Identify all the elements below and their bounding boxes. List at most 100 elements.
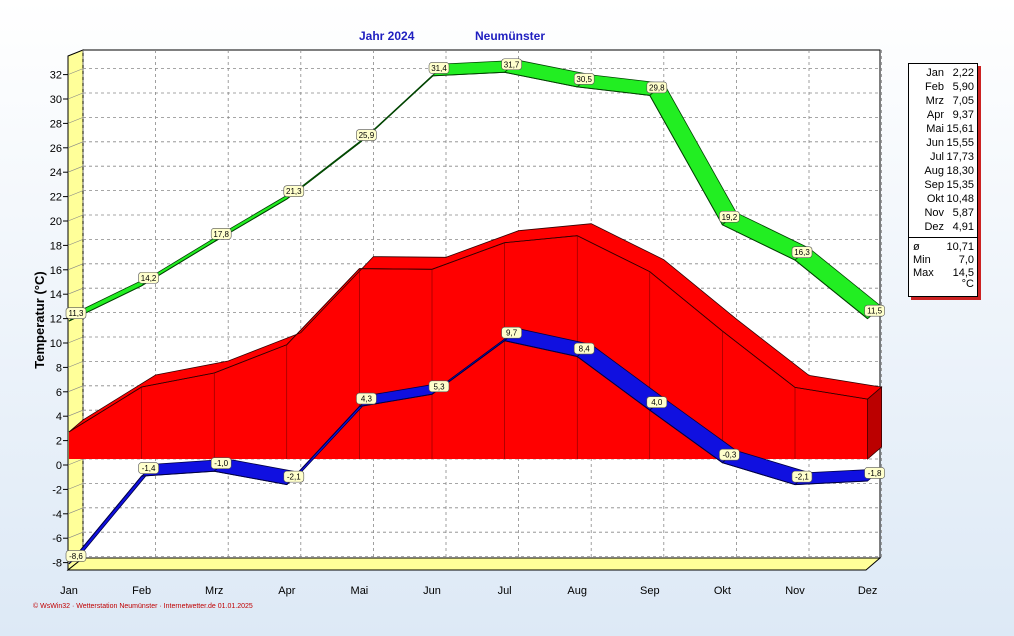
legend-stat-row: ø 10,71	[909, 241, 977, 255]
y-tick-label: -4	[52, 509, 62, 521]
y-tick-label: 28	[50, 118, 62, 130]
min-label-box	[646, 396, 668, 409]
legend-stat-row: Max 14,5	[909, 267, 977, 281]
mean-area-side	[867, 386, 882, 460]
legend-row: Jun 15,55	[909, 137, 977, 151]
legend-month: Mrz	[925, 95, 944, 107]
y-tick-label: -8	[52, 558, 62, 570]
min-band-series	[68, 328, 883, 565]
min-label-box	[501, 326, 522, 339]
max-label: 31,7	[504, 60, 520, 69]
min-label-box	[428, 380, 450, 393]
min-label-box	[719, 448, 740, 461]
x-tick-label: Sep	[640, 585, 660, 597]
min-label: 9,7	[506, 329, 518, 338]
max-label-box	[791, 246, 813, 258]
y-tick-label: 0	[56, 460, 62, 472]
min-label: -1,8	[868, 469, 882, 478]
legend-value: 15,61	[946, 123, 974, 135]
grid-line-wall	[67, 239, 84, 246]
legend-row: Apr 9,37	[909, 109, 977, 123]
legend-month: Okt	[926, 193, 944, 205]
y-tick-label: 30	[50, 94, 62, 106]
min-label: 4,3	[361, 395, 373, 404]
y-tick-label: -2	[52, 484, 62, 496]
min-label: -0,3	[723, 451, 737, 460]
max-label: 30,5	[576, 75, 592, 84]
legend-value: 15,55	[946, 137, 974, 149]
legend-row: Jan 2,22	[909, 67, 977, 81]
legend-value: 2,22	[952, 67, 974, 79]
min-label-box	[138, 462, 159, 474]
grid-line-wall	[67, 141, 84, 149]
max-label: 19,2	[722, 213, 738, 222]
footer-credit: © WsWin32 · Wetterstation Neumünster · I…	[33, 602, 253, 610]
grid-line-wall	[67, 483, 84, 490]
max-label-box	[138, 271, 159, 284]
legend-value: 5,87	[952, 207, 974, 219]
max-label-box	[283, 185, 305, 197]
legend-value: 9,37	[952, 109, 974, 121]
legend-value: 7,05	[952, 95, 974, 107]
mean-area-edge	[68, 235, 868, 433]
x-tick-label: Mrz	[205, 585, 223, 597]
legend-month: Feb	[925, 81, 944, 93]
y-tick-label: 4	[56, 411, 62, 423]
grid-line-wall	[67, 68, 84, 75]
grid-line-wall	[67, 287, 84, 295]
legend-unit: °C	[961, 278, 974, 290]
grid-line-wall	[67, 361, 84, 368]
max-label-box	[719, 210, 740, 223]
legend-row: Feb 5,90	[909, 81, 977, 95]
chart-title-station: Neumünster	[475, 29, 545, 43]
grid-line-wall	[67, 190, 84, 197]
legend-row: Aug 18,30	[909, 165, 977, 179]
legend-month: Apr	[926, 109, 944, 121]
max-label: 21,3	[286, 187, 302, 196]
legend-row: Mai 15,61	[909, 123, 977, 137]
legend-stat-row: Min 7,0	[909, 254, 977, 268]
legend-stat-value: 10,71	[946, 241, 974, 253]
y-tick-label: 14	[50, 289, 62, 301]
y-axis-label: Temperatur (°C)	[32, 271, 47, 368]
y-tick-label: 16	[50, 265, 62, 277]
min-label-box	[210, 457, 232, 470]
legend-month: Jul	[929, 151, 944, 163]
max-label-box	[646, 81, 668, 94]
grid-line-wall	[67, 336, 84, 344]
y-tick-label: 2	[56, 436, 62, 448]
min-label-box	[356, 392, 377, 405]
grid-line-wall	[67, 385, 84, 393]
legend-value: 15,35	[946, 179, 974, 191]
grid-line-wall	[67, 165, 84, 173]
x-tick-label: Aug	[567, 585, 587, 597]
legend-row: Nov 5,87	[909, 207, 977, 221]
legend-stat-name: ø	[913, 241, 920, 253]
legend-row: Mrz 7,05	[909, 95, 977, 109]
grid-line-wall	[67, 409, 84, 417]
min-label: -2,1	[287, 473, 301, 482]
min-label: -1,4	[142, 464, 156, 473]
legend-month: Sep	[924, 179, 944, 191]
legend-stat-name: Max	[913, 267, 934, 279]
grid-line-wall	[67, 263, 84, 271]
x-tick-label: Feb	[132, 585, 151, 597]
min-label-box	[573, 342, 595, 355]
legend-row: Jul 17,73	[909, 151, 977, 165]
max-band-line	[68, 71, 868, 322]
y-tick-label: 26	[50, 143, 62, 155]
floor	[66, 557, 882, 571]
y-tick-label: 32	[50, 70, 62, 82]
max-label: 29,8	[649, 83, 665, 92]
min-label: -2,1	[795, 473, 809, 482]
x-axis-ticks: Jan Feb Mrz Apr Mai Jun Jul Aug Sep Okt Nov Dez	[60, 585, 877, 597]
min-band-line	[68, 340, 868, 565]
y-tick-label: 10	[50, 338, 62, 350]
max-label-box	[428, 62, 450, 74]
max-label: 11,5	[867, 307, 883, 316]
x-tick-label: Nov	[785, 585, 805, 597]
legend-stat-value: 14,5	[952, 267, 974, 279]
chart-title-year: Jahr 2024	[359, 29, 415, 43]
min-label: -1,0	[214, 459, 228, 468]
